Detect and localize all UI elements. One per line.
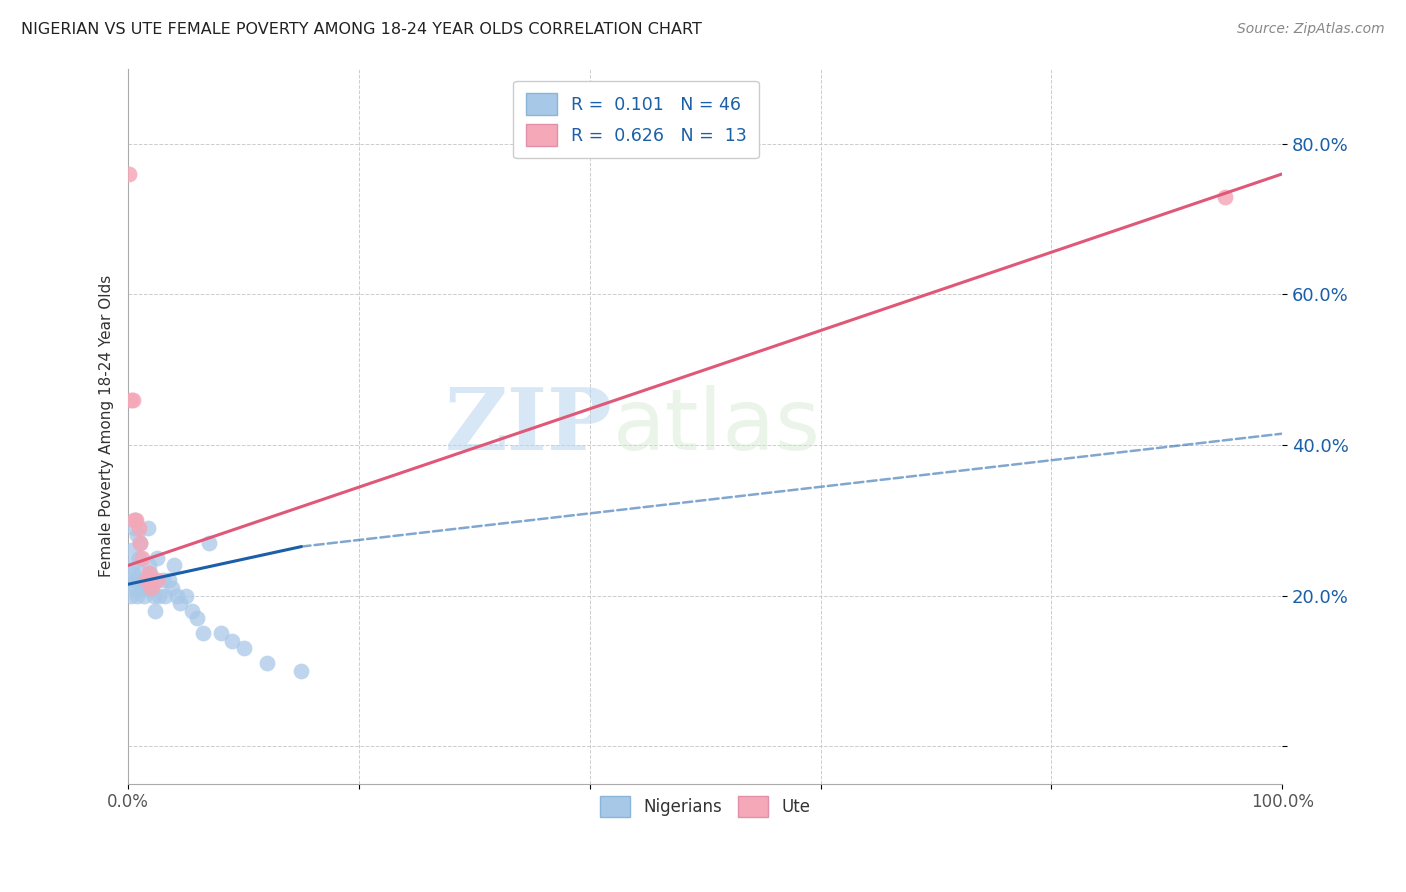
Point (138, 566, 160, 580)
Point (169, 596, 191, 610)
Point (121, 558, 143, 573)
Point (134, 589, 156, 603)
Point (131, 550, 153, 565)
Point (120, 589, 142, 603)
Point (1213, 189, 1236, 203)
Point (135, 574, 157, 588)
Point (122, 513, 145, 527)
Point (121, 392, 143, 407)
Point (146, 550, 169, 565)
Point (146, 574, 169, 588)
Point (180, 604, 202, 618)
Point (153, 589, 176, 603)
Point (139, 566, 162, 580)
Point (122, 521, 145, 535)
Point (174, 589, 197, 603)
Point (128, 581, 150, 595)
Point (152, 574, 174, 588)
Point (143, 604, 166, 618)
Point (128, 536, 150, 550)
Point (131, 574, 153, 588)
Point (290, 664, 312, 678)
Point (141, 581, 163, 595)
Point (128, 550, 150, 565)
Point (198, 536, 221, 550)
Text: Source: ZipAtlas.com: Source: ZipAtlas.com (1237, 22, 1385, 37)
Y-axis label: Female Poverty Among 18-24 Year Olds: Female Poverty Among 18-24 Year Olds (100, 275, 114, 577)
Point (157, 574, 180, 588)
Point (132, 581, 155, 595)
Point (256, 657, 278, 671)
Point (122, 581, 145, 595)
Point (118, 167, 141, 181)
Point (138, 558, 160, 573)
Point (121, 543, 143, 558)
Point (186, 611, 208, 625)
Point (232, 641, 254, 656)
Text: atlas: atlas (613, 384, 821, 467)
Point (125, 574, 148, 588)
Point (141, 574, 163, 588)
Point (128, 521, 150, 535)
Legend: Nigerians, Ute: Nigerians, Ute (592, 788, 820, 825)
Point (120, 392, 142, 407)
Point (135, 581, 157, 595)
Point (142, 589, 165, 603)
Point (166, 589, 188, 603)
Text: ZIP: ZIP (446, 384, 613, 468)
Point (163, 558, 186, 573)
Text: NIGERIAN VS UTE FEMALE POVERTY AMONG 18-24 YEAR OLDS CORRELATION CHART: NIGERIAN VS UTE FEMALE POVERTY AMONG 18-… (21, 22, 702, 37)
Point (141, 581, 163, 595)
Point (121, 566, 143, 580)
Point (136, 521, 159, 535)
Point (129, 566, 152, 580)
Point (209, 626, 232, 640)
Point (135, 574, 157, 588)
Point (128, 536, 150, 550)
Point (193, 626, 215, 640)
Point (118, 574, 141, 588)
Point (125, 513, 148, 527)
Point (221, 633, 243, 648)
Point (160, 581, 183, 595)
Point (127, 528, 149, 542)
Point (148, 589, 170, 603)
Point (124, 513, 146, 527)
Point (127, 589, 149, 603)
